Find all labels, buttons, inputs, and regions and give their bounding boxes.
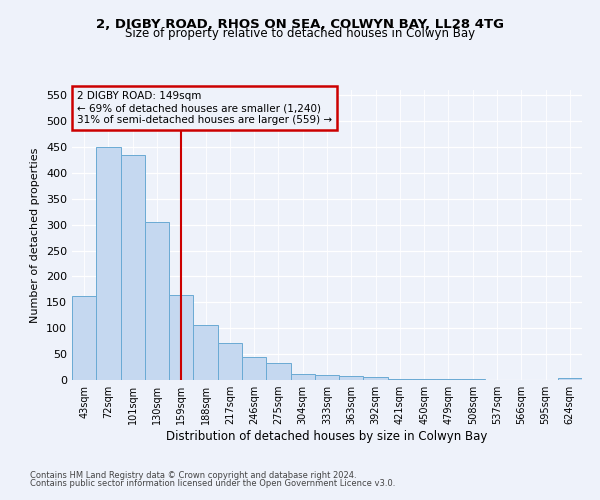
Bar [242, 357, 266, 380]
Bar [315, 375, 339, 380]
X-axis label: Distribution of detached houses by size in Colwyn Bay: Distribution of detached houses by size … [166, 430, 488, 443]
Bar [290, 374, 315, 380]
Bar [364, 378, 388, 380]
Text: Contains public sector information licensed under the Open Government Licence v3: Contains public sector information licen… [30, 478, 395, 488]
Bar [218, 342, 242, 380]
Bar [96, 147, 121, 380]
Bar [558, 378, 582, 380]
Bar [121, 154, 145, 380]
Bar [388, 379, 412, 380]
Text: Contains HM Land Registry data © Crown copyright and database right 2024.: Contains HM Land Registry data © Crown c… [30, 471, 356, 480]
Text: 2, DIGBY ROAD, RHOS ON SEA, COLWYN BAY, LL28 4TG: 2, DIGBY ROAD, RHOS ON SEA, COLWYN BAY, … [96, 18, 504, 30]
Bar [266, 363, 290, 380]
Text: 2 DIGBY ROAD: 149sqm
← 69% of detached houses are smaller (1,240)
31% of semi-de: 2 DIGBY ROAD: 149sqm ← 69% of detached h… [77, 92, 332, 124]
Bar [339, 376, 364, 380]
Bar [193, 325, 218, 380]
Y-axis label: Number of detached properties: Number of detached properties [31, 148, 40, 322]
Bar [72, 296, 96, 380]
Text: Size of property relative to detached houses in Colwyn Bay: Size of property relative to detached ho… [125, 28, 475, 40]
Bar [169, 294, 193, 380]
Bar [145, 222, 169, 380]
